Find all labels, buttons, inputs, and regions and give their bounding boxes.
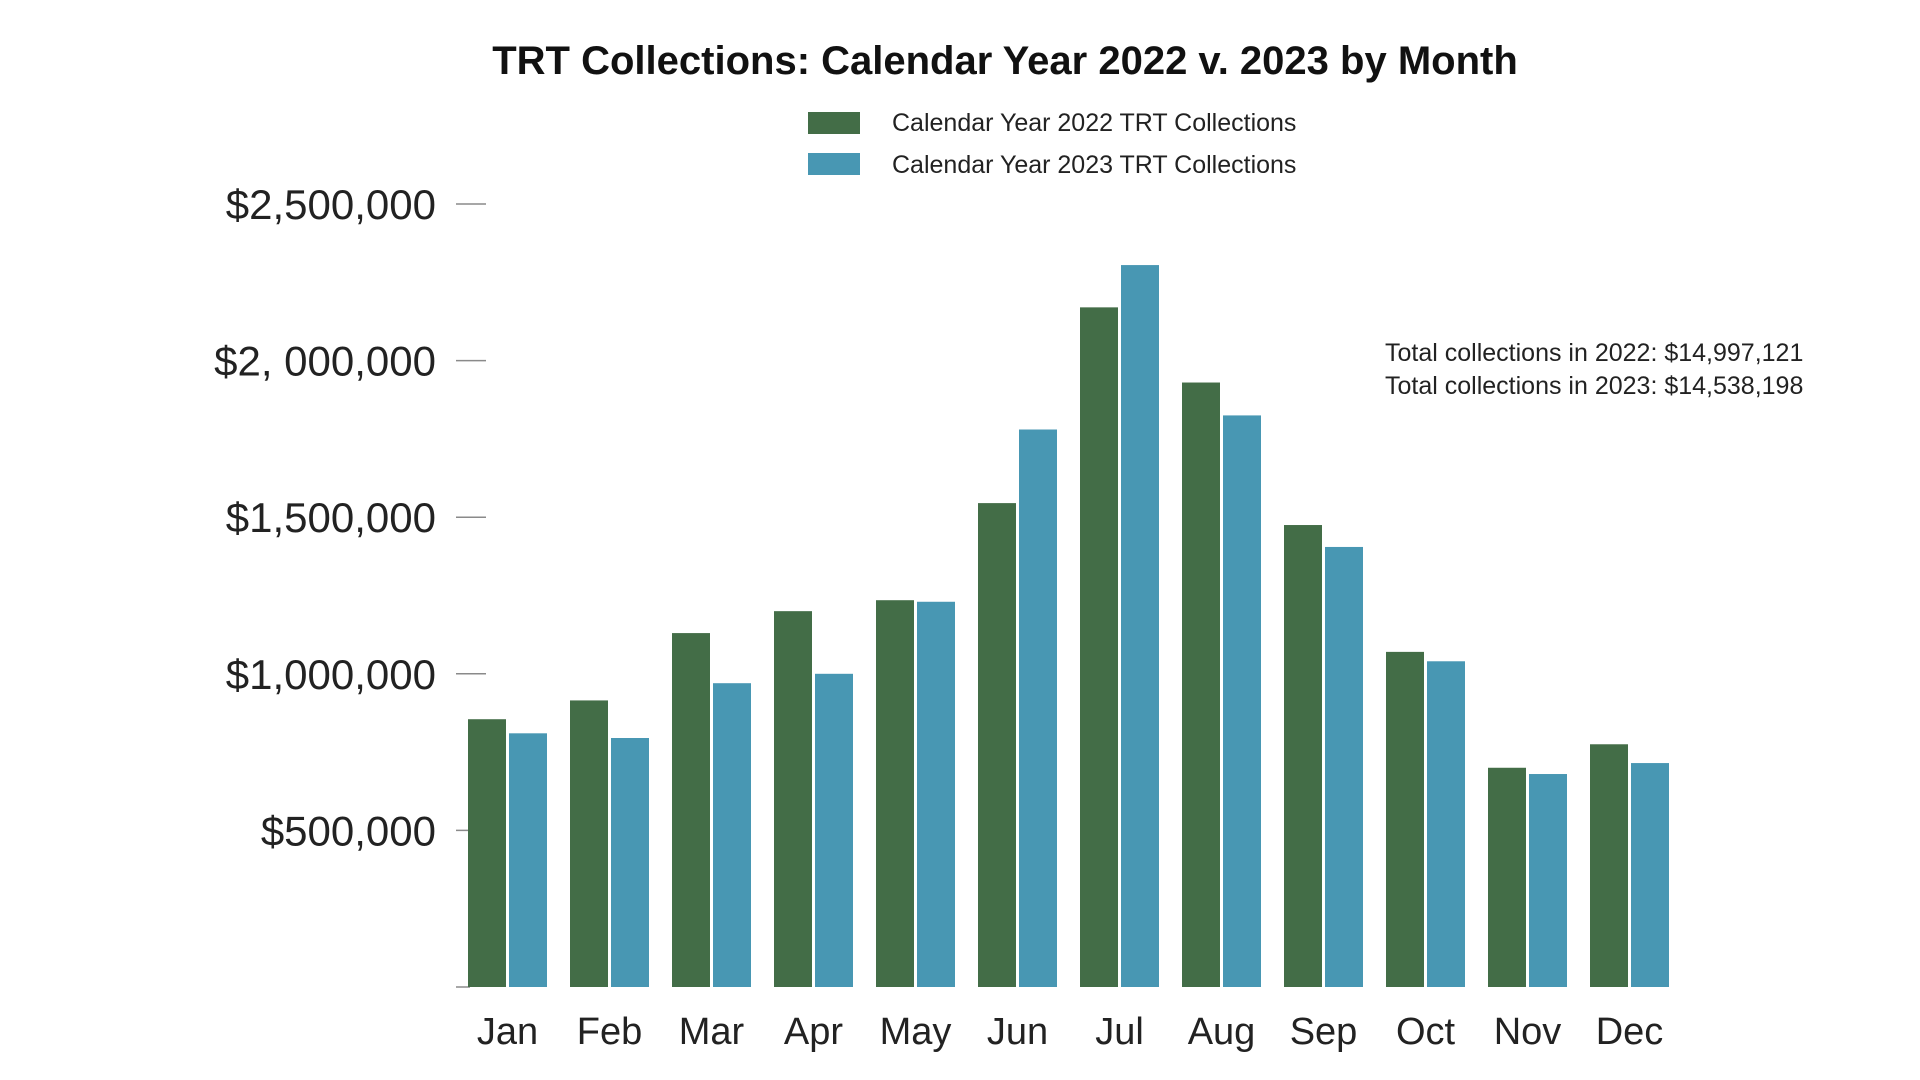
bar-aug-2022 bbox=[1182, 382, 1220, 987]
bar-jun-2022 bbox=[978, 503, 1016, 987]
y-tick-label: $1,000,000 bbox=[226, 651, 436, 698]
bar-nov-2022 bbox=[1488, 767, 1526, 987]
x-tick-label-jul: Jul bbox=[1095, 1011, 1144, 1053]
bar-jul-2023 bbox=[1121, 265, 1159, 988]
x-tick-label-apr: Apr bbox=[784, 1011, 843, 1053]
totals-annotation: Total collections in 2022: $14,997,121 T… bbox=[1385, 339, 1803, 400]
x-tick-label-dec: Dec bbox=[1596, 1011, 1664, 1053]
bar-aug-2023 bbox=[1223, 415, 1261, 987]
legend-label-2023: Calendar Year 2023 TRT Collections bbox=[892, 151, 1296, 179]
bar-jan-2023 bbox=[509, 733, 547, 987]
x-tick-label-nov: Nov bbox=[1494, 1011, 1562, 1053]
bar-feb-2023 bbox=[611, 738, 649, 987]
x-tick-label-jun: Jun bbox=[987, 1011, 1048, 1053]
legend-swatch-2023 bbox=[808, 153, 860, 175]
x-tick-label-feb: Feb bbox=[577, 1011, 642, 1053]
x-tick-label-oct: Oct bbox=[1396, 1011, 1456, 1053]
bar-oct-2023 bbox=[1427, 661, 1465, 987]
bar-jun-2023 bbox=[1019, 429, 1057, 987]
bar-nov-2023 bbox=[1529, 774, 1567, 987]
x-tick-label-may: May bbox=[880, 1011, 952, 1053]
bar-may-2023 bbox=[917, 601, 955, 987]
x-tick-label-jan: Jan bbox=[477, 1011, 538, 1053]
bar-jan-2022 bbox=[468, 719, 506, 987]
y-axis: $500,000 $1,000,000 $1,500,000 $2, 000,000 $… bbox=[214, 181, 486, 988]
bar-mar-2022 bbox=[672, 633, 710, 987]
legend-label-2022: Calendar Year 2022 TRT Collections bbox=[892, 109, 1296, 137]
bar-mar-2023 bbox=[713, 683, 751, 987]
bar-apr-2023 bbox=[815, 673, 853, 987]
bars-group bbox=[468, 265, 1669, 988]
y-tick-label: $2, 000,000 bbox=[214, 338, 436, 385]
annotation-total-2022: Total collections in 2022: $14,997,121 bbox=[1385, 339, 1803, 367]
bar-sep-2023 bbox=[1325, 546, 1363, 987]
bar-dec-2022 bbox=[1590, 744, 1628, 987]
y-tick-label: $1,500,000 bbox=[226, 494, 436, 541]
x-tick-label-mar: Mar bbox=[679, 1011, 745, 1053]
bar-apr-2022 bbox=[774, 611, 812, 987]
x-tick-label-aug: Aug bbox=[1188, 1011, 1256, 1053]
chart-title: TRT Collections: Calendar Year 2022 v. 2… bbox=[492, 39, 1518, 83]
bar-feb-2022 bbox=[570, 700, 608, 987]
legend: Calendar Year 2022 TRT Collections Calen… bbox=[808, 109, 1296, 179]
y-tick-label: $2,500,000 bbox=[226, 181, 436, 228]
bar-dec-2023 bbox=[1631, 763, 1669, 987]
x-tick-label-sep: Sep bbox=[1290, 1011, 1358, 1053]
bar-oct-2022 bbox=[1386, 651, 1424, 987]
legend-swatch-2022 bbox=[808, 112, 860, 134]
x-axis: Jan Feb Mar Apr May Jun Jul Aug Sep Oct Nov Dec bbox=[477, 1011, 1663, 1053]
annotation-total-2023: Total collections in 2023: $14,538,198 bbox=[1385, 372, 1803, 400]
y-tick-label: $500,000 bbox=[261, 807, 436, 854]
bar-may-2022 bbox=[876, 600, 914, 987]
bar-jul-2022 bbox=[1080, 307, 1118, 988]
bar-sep-2022 bbox=[1284, 525, 1322, 987]
